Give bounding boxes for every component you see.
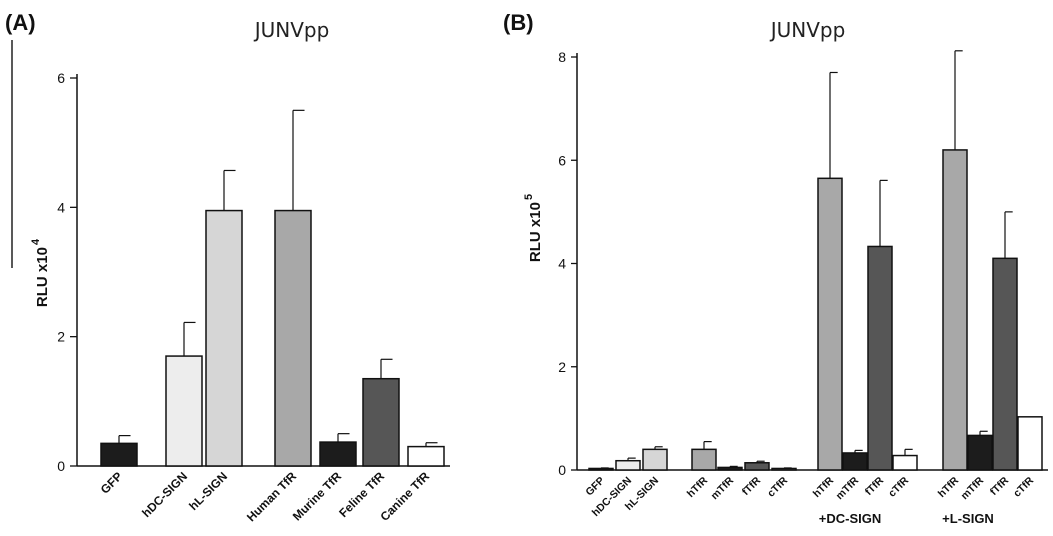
panel-b-category-label: hTfR	[685, 474, 711, 500]
panel-b-bar	[817, 177, 843, 471]
panel-b-bar	[867, 245, 893, 471]
panel-b-y-tick-label: 8	[558, 49, 566, 65]
panel-b-bar	[717, 466, 743, 471]
panel-a-ylabel-exp: 4	[30, 238, 42, 245]
panel-a-category-label: Murine TfR	[290, 469, 344, 523]
panel-a-bar	[274, 209, 312, 467]
panel-b-bar	[842, 452, 868, 471]
panel-a-bar	[407, 445, 445, 467]
panel-b-ylabel-exp: 5	[523, 194, 535, 200]
panel-b-category-label: cTfR	[886, 474, 911, 499]
panel-b-bar	[992, 257, 1018, 471]
panel-a-title: JUNVpp	[253, 18, 330, 42]
panel-a-category-label: Canine TfR	[377, 469, 432, 524]
panel-b-category-label: hTfR	[811, 474, 837, 500]
panel-b-bar	[615, 459, 641, 471]
svg-text:RLU x105: RLU x10 5	[523, 194, 544, 262]
panel-b-y-tick-label: 4	[558, 256, 566, 272]
panel-b-bar	[588, 467, 614, 471]
panel-a-category-label: hDC-SIGN	[139, 469, 190, 520]
panel-b-y-tick-label: 2	[558, 359, 566, 375]
panel-b-category-label: fTfR	[988, 474, 1012, 498]
panel-a-letter: (A)	[5, 10, 36, 35]
panel-a-category-label: hL-SIGN	[186, 469, 230, 513]
panel-b-bar	[744, 462, 770, 471]
panel-a-bar	[362, 377, 400, 467]
panel-b-title: JUNVpp	[769, 18, 846, 42]
panel-b-group-label-dc-sign: +DC-SIGN	[819, 511, 881, 526]
panel-b-bar	[967, 434, 993, 471]
panel-a-y-tick-label: 2	[57, 329, 65, 345]
panel-b-ylabel-base: RLU x10	[527, 202, 544, 262]
panel-b-bar	[892, 454, 918, 471]
panel-a-bar	[319, 441, 357, 467]
panel-b-category-label: fTfR	[863, 474, 887, 498]
panel-b-bar	[642, 448, 668, 471]
panel-b-category-label: mTfR	[709, 474, 737, 502]
panel-b-category-label: hTfR	[936, 474, 962, 500]
panel-a-bar	[165, 355, 203, 467]
panel-a-y-tick-label: 6	[57, 70, 65, 86]
panel-b-category-label: cTfR	[1011, 474, 1036, 499]
panel-b-letter: (B)	[503, 10, 534, 35]
panel-b-category-label: GFP	[583, 475, 607, 499]
panel-a-ylabel: RLU x10 4	[30, 238, 51, 307]
panel-b-y-tick-label: 0	[558, 462, 566, 478]
panel-a-y-tick-label: 0	[57, 458, 65, 474]
panel-a-bar	[100, 442, 138, 467]
svg-text:RLU x104: RLU x10 4	[30, 238, 51, 307]
panel-a-ylabel-base: RLU x10	[34, 247, 51, 307]
panel-b-bar	[771, 467, 797, 471]
panel-a-y-tick-label: 4	[57, 199, 65, 215]
panel-b-bar	[942, 149, 968, 471]
panel-b-category-label: fTfR	[740, 474, 764, 498]
panel-a-bar	[205, 209, 243, 467]
panel-b-group-label-l-sign: +L-SIGN	[942, 511, 994, 526]
panel-b-y-tick-label: 6	[558, 152, 566, 168]
panel-b-category-label: mTfR	[834, 474, 862, 502]
panel-b-category-label: cTfR	[765, 474, 790, 499]
panel-b-bar	[691, 448, 717, 471]
panel-b-category-label: mTfR	[959, 474, 987, 502]
panel-b-ylabel: RLU x10 5	[523, 194, 544, 262]
panel-a-category-label: GFP	[98, 469, 125, 496]
panel-b-bar	[1017, 416, 1043, 471]
